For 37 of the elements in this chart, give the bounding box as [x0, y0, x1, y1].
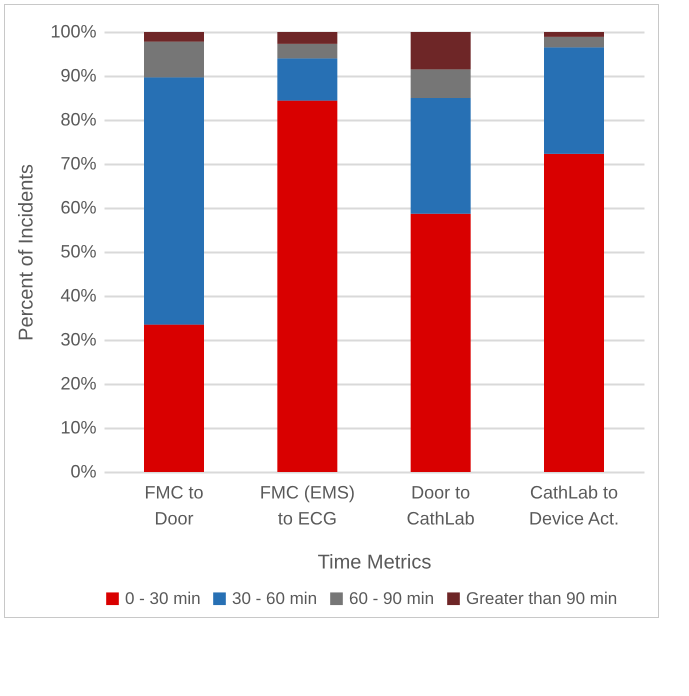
y-tick-label: 70%: [60, 154, 96, 174]
y-axis-title: Percent of Incidents: [15, 164, 38, 341]
y-tick-label: 10%: [60, 418, 96, 438]
y-tick-label: 90%: [60, 66, 96, 86]
x-tick-label: Door to CathLab: [406, 482, 475, 528]
bar: [277, 44, 338, 58]
bar: [410, 214, 471, 472]
bar: [144, 32, 204, 42]
y-tick-label: 80%: [60, 110, 96, 130]
legend-label: 60 - 90 min: [349, 588, 434, 608]
y-tick-label: 40%: [60, 286, 96, 306]
bar: [544, 47, 604, 154]
bar: [277, 100, 338, 472]
x-tick-label: FMC (EMS) to ECG: [260, 482, 355, 528]
x-axis-title: Time Metrics: [318, 552, 432, 574]
bar: [410, 32, 471, 70]
legend-label: 30 - 60 min: [232, 588, 318, 608]
bar: [144, 42, 204, 78]
bar: [544, 32, 604, 37]
y-tick-label: 60%: [60, 198, 96, 218]
legend-label: 0 - 30 min: [125, 588, 201, 608]
legend-label: Greater than 90 min: [466, 588, 618, 608]
bar: [410, 98, 471, 214]
y-tick-label: 50%: [60, 242, 96, 262]
bar: [544, 154, 604, 472]
x-tick-label: CathLab to Device Act.: [528, 482, 620, 528]
y-tick-label: 20%: [60, 374, 96, 394]
y-tick-label: 0%: [70, 462, 96, 482]
bar: [144, 324, 204, 472]
y-tick-label: 30%: [60, 330, 96, 350]
bar: [544, 36, 604, 48]
y-tick-label: 100%: [50, 22, 96, 42]
x-tick-label: FMC to Door: [144, 482, 204, 528]
bar: [410, 69, 471, 98]
bar: [277, 58, 338, 101]
bar: [277, 32, 338, 44]
bar: [144, 77, 204, 325]
